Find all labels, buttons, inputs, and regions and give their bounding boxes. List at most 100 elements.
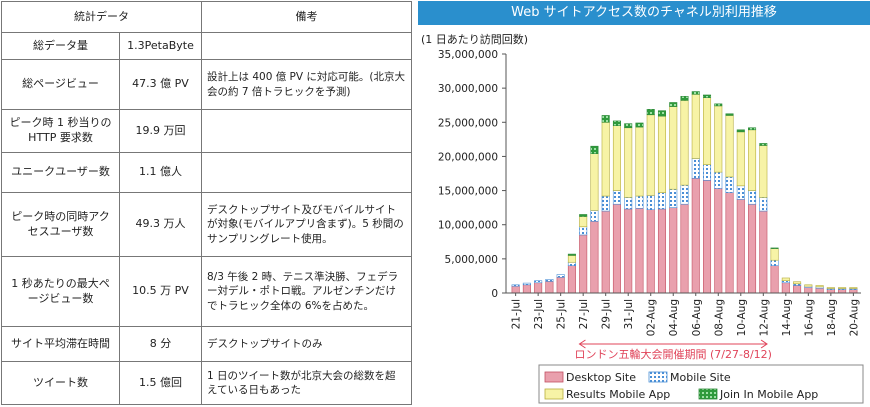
legend-label: Mobile Site [670,371,731,384]
legend-label: Desktop Site [566,371,636,384]
y-tick-label: 5,000,000 [445,254,498,266]
bar-join-in-mobile-app [759,143,768,146]
bar-desktop-site [534,282,543,294]
row-note: 設計上は 400 億 PV に対応可能。(北京大会の約 7 倍トラヒックを予測) [201,59,412,110]
bar-desktop-site [567,265,576,294]
bar-join-in-mobile-app [714,103,723,107]
legend-swatch [544,371,564,383]
bar-mobile-site [657,192,666,210]
x-tick-label: 02-Aug [646,299,658,336]
bar-desktop-site [804,287,813,294]
row-note [201,109,412,153]
bar-results-mobile-app [657,115,666,193]
bar-desktop-site [556,276,565,294]
annotation-arrow-left-head [578,339,586,349]
bar-results-mobile-app [590,153,599,211]
bar-desktop-site [759,210,768,294]
bar-mobile-site [522,282,531,286]
bar-desktop-site [646,209,655,294]
bar-results-mobile-app [748,129,757,191]
bar-join-in-mobile-app [612,120,621,126]
row-value: 1.1 億人 [119,152,202,193]
bar-results-mobile-app [646,114,655,196]
bar-mobile-site [601,195,610,212]
bar-results-mobile-app [680,100,689,186]
row-value: 47.3 億 PV [119,59,202,110]
bar-join-in-mobile-app [770,247,779,249]
bar-join-in-mobile-app [725,113,734,116]
header-statistic: 統計データ [1,1,202,33]
bar-results-mobile-app [815,285,824,288]
row-item: 総データ量 [1,32,120,60]
bar-results-mobile-app [759,145,768,198]
bar-mobile-site [691,158,700,179]
row-note: 1 日のツイート数が北京大会の総数を超えている日もあった [201,361,412,405]
bar-join-in-mobile-app [736,129,745,133]
bar-desktop-site [703,180,712,294]
bar-desktop-site [725,192,734,294]
table-row: 総ページビュー 47.3 億 PV 設計上は 400 億 PV に対応可能。(北… [1,59,412,110]
bar-desktop-site [522,284,531,294]
y-tick-label: 10,000,000 [438,220,498,232]
row-item: 1 秒あたりの最大ページビュー数 [1,256,120,327]
bar-join-in-mobile-app [590,145,599,154]
legend-swatch [648,371,668,383]
x-tick-label: 27-Jul [578,299,590,329]
bar-desktop-site [838,289,847,294]
table-row: 1 秒あたりの最大ページビュー数 10.5 万 PV 8/3 午後 2 時、テニ… [1,256,412,327]
row-value: 1.5 億回 [119,361,202,405]
x-tick-label: 23-Jul [533,299,545,329]
bar-mobile-site [748,190,757,205]
bar-results-mobile-app [793,281,802,285]
row-item: 総ページビュー [1,59,120,110]
bar-mobile-site [736,185,745,200]
bar-desktop-site [748,203,757,294]
row-note: デスクトップサイトのみ [201,326,412,362]
bar-desktop-site [669,207,678,294]
x-tick-label: 25-Jul [556,299,568,329]
bar-results-mobile-app [601,121,610,197]
y-tick-label: 35,000,000 [438,49,498,61]
table-row: ピーク時の同時アクセスユーザ数 49.3 万人 デスクトップサイト及びモバイルサ… [1,192,412,257]
y-tick-label: 20,000,000 [438,151,498,163]
bar-join-in-mobile-app [748,127,757,131]
table-row: ピーク時 1 秒当りの HTTP 要求数 19.9 万回 [1,109,412,153]
bar-desktop-site [511,285,520,294]
bar-mobile-site [781,280,790,284]
bar-mobile-site [725,176,734,193]
bar-results-mobile-app [579,216,588,228]
bar-mobile-site [703,164,712,181]
bar-results-mobile-app [635,126,644,197]
bar-join-in-mobile-app [635,122,644,128]
bar-results-mobile-app [567,255,576,263]
bar-desktop-site [624,208,633,294]
row-item: ユニークユーザー数 [1,152,120,193]
x-tick-label: 18-Aug [826,299,838,336]
bar-join-in-mobile-app [669,102,678,107]
bar-results-mobile-app [770,248,779,261]
row-note: 8/3 午後 2 時、テニス準決勝、フェデラー対デル・ポトロ戦。アルゼンチンだけ… [201,256,412,327]
bar-join-in-mobile-app [657,110,666,117]
row-value: 49.3 万人 [119,192,202,257]
bar-desktop-site [612,203,621,294]
x-tick-label: 06-Aug [691,299,703,336]
bar-join-in-mobile-app [646,109,655,116]
table-header-row: 統計データ 備考 [1,1,412,33]
legend-swatch [698,388,718,400]
y-tick-label: 25,000,000 [438,117,498,129]
x-tick-label: 31-Jul [623,299,635,329]
bar-desktop-site [657,208,666,294]
bar-results-mobile-app [849,287,858,289]
stats-table: 統計データ 備考 総データ量 1.3PetaByte 総ページビュー 47.3 … [1,1,412,405]
bar-desktop-site [826,289,835,294]
bar-desktop-site [770,265,779,294]
bar-results-mobile-app [781,277,790,282]
x-tick-label: 29-Jul [601,299,613,329]
bar-results-mobile-app [826,287,835,289]
header-note: 備考 [201,1,412,33]
bar-mobile-site [624,197,633,210]
table-row: 総データ量 1.3PetaByte [1,32,412,60]
bar-desktop-site [815,287,824,294]
olympics-period-annotation: ロンドン五輪大会開催期間 (7/27-8/12) [575,347,772,361]
bar-join-in-mobile-app [624,123,633,129]
